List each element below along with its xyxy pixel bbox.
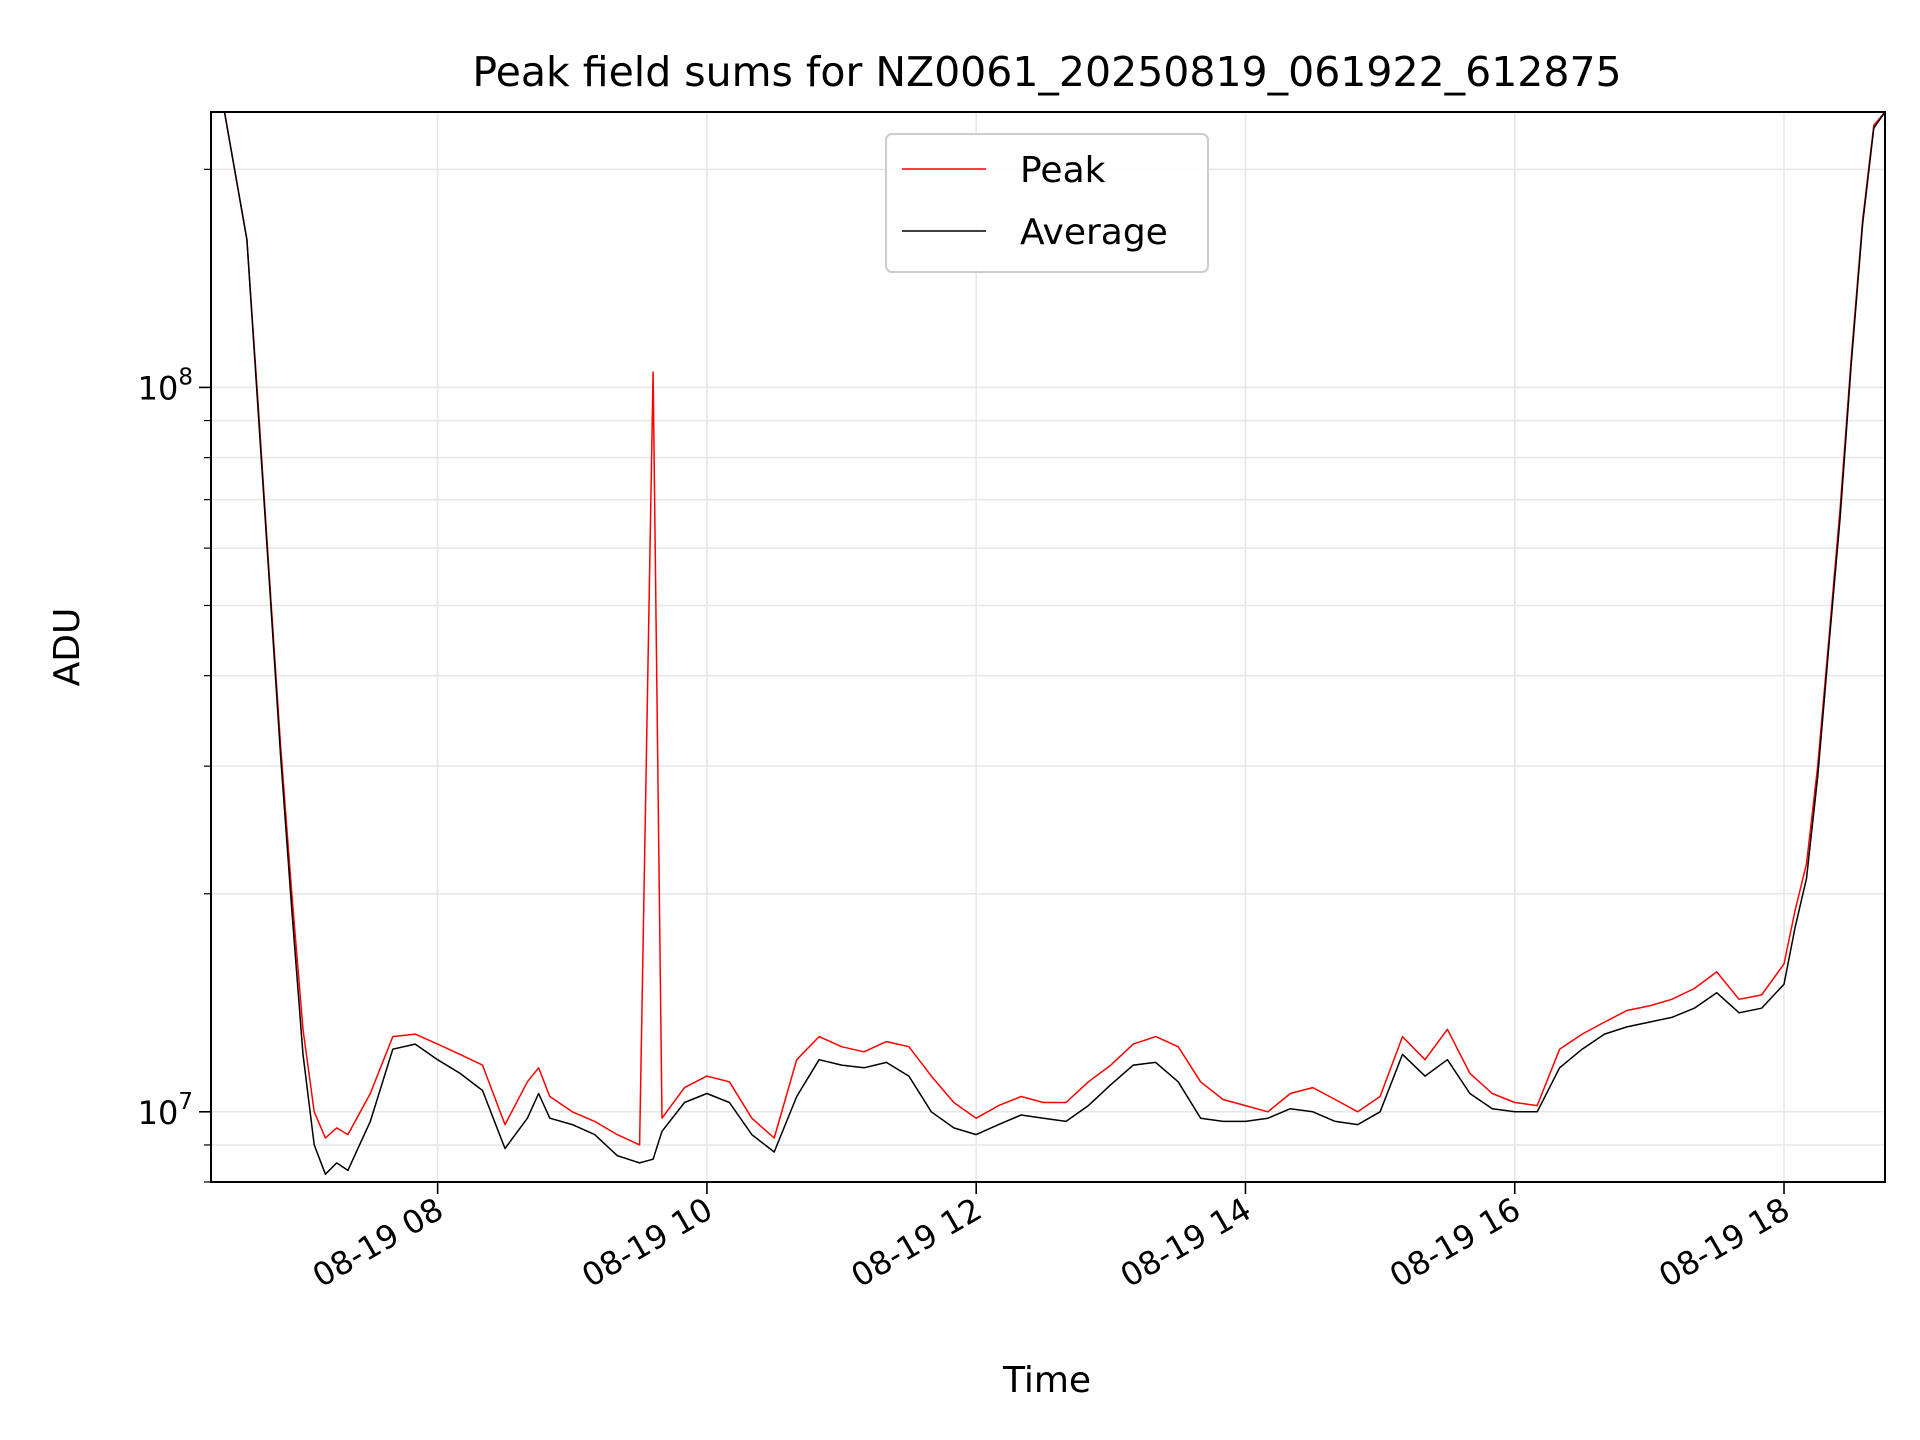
x-axis-label: Time — [1002, 1360, 1091, 1401]
series-line-peak — [211, 112, 1885, 1146]
y-axis-label: ADU — [47, 608, 88, 687]
series-line-average — [211, 112, 1885, 1175]
chart-title: Peak field sums for NZ0061_20250819_0619… — [472, 48, 1621, 96]
legend-label-average: Average — [1020, 212, 1168, 253]
y-tick-label: 108 — [138, 364, 193, 407]
legend-label-peak: Peak — [1020, 150, 1106, 191]
y-axis-ticks: 107 108 — [138, 168, 211, 1183]
plot-frame — [210, 111, 1886, 1183]
y-tick-label: 107 — [138, 1089, 193, 1132]
legend: Peak Average — [885, 133, 1209, 273]
plot-lines — [211, 112, 1885, 1175]
